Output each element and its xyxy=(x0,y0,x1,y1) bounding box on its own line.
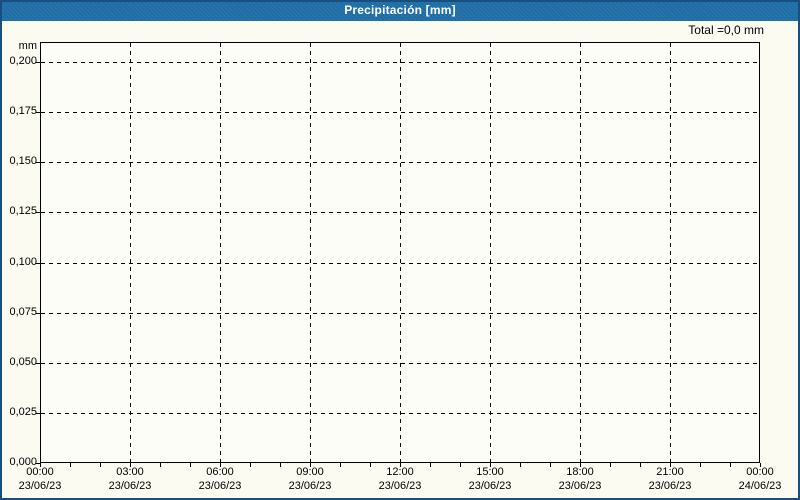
x-gridline xyxy=(400,43,401,462)
window-border-bottom xyxy=(0,498,800,500)
y-tick-label: 0,175 xyxy=(9,105,37,117)
title-bar: Precipitación [mm] xyxy=(0,0,800,21)
chart-title: Precipitación [mm] xyxy=(344,3,456,17)
y-tick-mark xyxy=(36,112,40,113)
y-tick-mark xyxy=(36,162,40,163)
x-tick-mark xyxy=(370,463,371,467)
x-tick-time-label: 18:00 xyxy=(566,466,594,478)
x-tick-mark xyxy=(610,463,611,467)
x-tick-mark xyxy=(310,463,311,467)
y-tick-label: 0,000 xyxy=(9,456,37,468)
x-gridline xyxy=(490,43,491,462)
x-tick-mark xyxy=(430,463,431,467)
x-tick-mark xyxy=(700,463,701,467)
x-gridline xyxy=(670,43,671,462)
x-tick-mark xyxy=(400,463,401,467)
y-tick-label: 0,025 xyxy=(9,406,37,418)
x-gridline xyxy=(310,43,311,462)
x-tick-mark xyxy=(70,463,71,467)
x-gridline xyxy=(220,43,221,462)
x-tick-time-label: 12:00 xyxy=(386,466,414,478)
x-tick-mark xyxy=(580,463,581,467)
x-tick-mark xyxy=(160,463,161,467)
x-tick-time-label: 03:00 xyxy=(116,466,144,478)
x-tick-time-label: 21:00 xyxy=(656,466,684,478)
y-tick-mark xyxy=(36,413,40,414)
y-tick-mark xyxy=(36,363,40,364)
x-tick-mark xyxy=(490,463,491,467)
x-tick-date-label: 23/06/23 xyxy=(18,480,62,492)
y-tick-mark xyxy=(36,463,40,464)
y-tick-mark xyxy=(36,212,40,213)
total-annotation: Total =0,0 mm xyxy=(688,23,764,37)
y-tick-label: 0,050 xyxy=(9,356,37,368)
x-tick-mark xyxy=(550,463,551,467)
x-tick-date-label: 23/06/23 xyxy=(108,480,152,492)
x-tick-mark xyxy=(340,463,341,467)
window-border-right xyxy=(798,0,800,500)
x-tick-time-label: 15:00 xyxy=(476,466,504,478)
x-tick-date-label: 23/06/23 xyxy=(378,480,422,492)
x-tick-mark xyxy=(100,463,101,467)
y-axis-unit-label: mm xyxy=(18,40,37,52)
x-tick-mark xyxy=(670,463,671,467)
x-tick-mark xyxy=(280,463,281,467)
y-tick-mark xyxy=(36,62,40,63)
x-tick-time-label: 00:00 xyxy=(26,466,54,478)
x-tick-date-label: 23/06/23 xyxy=(198,480,242,492)
x-tick-time-label: 06:00 xyxy=(206,466,234,478)
window-border-top xyxy=(0,0,800,2)
y-tick-mark xyxy=(36,313,40,314)
window-border-left xyxy=(0,0,2,500)
x-tick-mark xyxy=(640,463,641,467)
x-tick-mark xyxy=(40,463,41,467)
x-tick-mark xyxy=(460,463,461,467)
y-tick-mark xyxy=(36,263,40,264)
x-tick-time-label: 09:00 xyxy=(296,466,324,478)
x-tick-time-label: 00:00 xyxy=(746,466,774,478)
y-tick-label: 0,200 xyxy=(9,55,37,67)
x-tick-date-label: 23/06/23 xyxy=(288,480,332,492)
y-tick-label: 0,125 xyxy=(9,205,37,217)
x-tick-mark xyxy=(520,463,521,467)
x-gridline xyxy=(580,43,581,462)
x-tick-date-label: 23/06/23 xyxy=(558,480,602,492)
x-tick-mark xyxy=(190,463,191,467)
y-tick-label: 0,150 xyxy=(9,155,37,167)
x-tick-date-label: 24/06/23 xyxy=(738,480,782,492)
x-gridline xyxy=(130,43,131,462)
x-tick-date-label: 23/06/23 xyxy=(648,480,692,492)
x-tick-date-label: 23/06/23 xyxy=(468,480,512,492)
y-tick-label: 0,100 xyxy=(9,256,37,268)
x-tick-mark xyxy=(730,463,731,467)
x-tick-mark xyxy=(220,463,221,467)
x-tick-mark xyxy=(130,463,131,467)
y-tick-label: 0,075 xyxy=(9,306,37,318)
x-tick-mark xyxy=(760,463,761,467)
x-tick-mark xyxy=(250,463,251,467)
